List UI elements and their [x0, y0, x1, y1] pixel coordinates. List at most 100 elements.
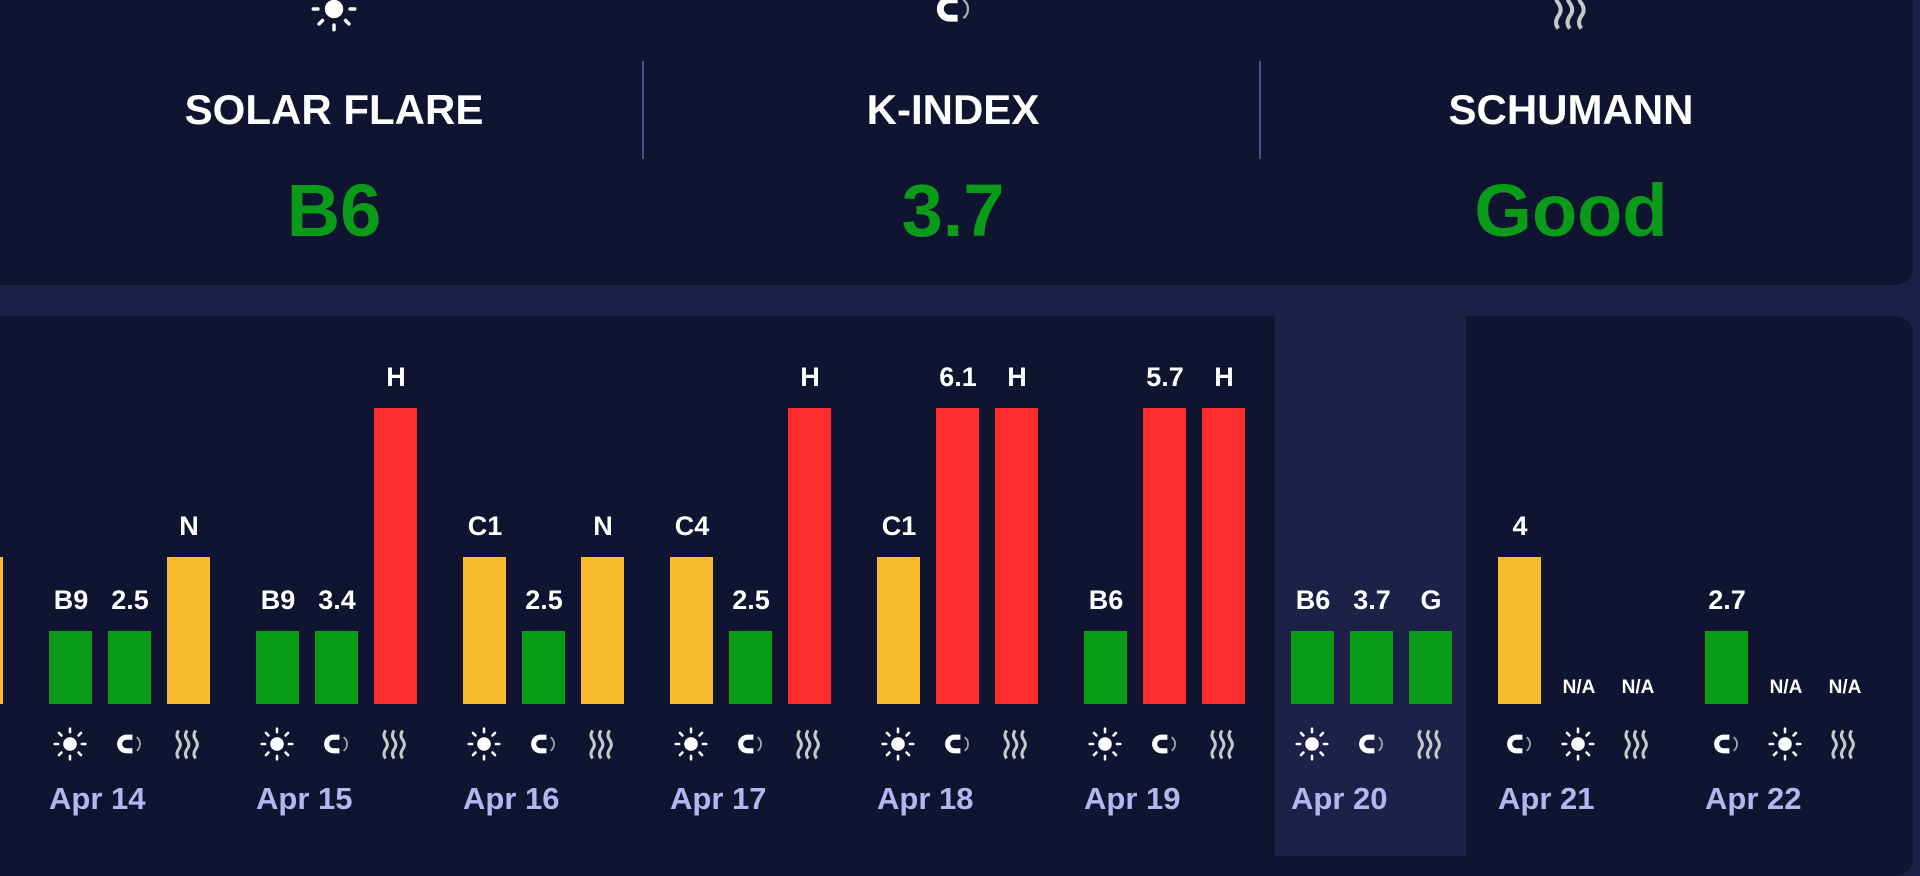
sun-icon — [1295, 727, 1329, 761]
day-date-label: Apr 18 — [877, 781, 974, 816]
k-index-bar — [108, 631, 151, 704]
sun-icon — [1088, 727, 1122, 761]
sun-icon — [1561, 727, 1595, 761]
schumann-bar — [374, 408, 417, 704]
solar-flare-value: C1 — [881, 511, 917, 541]
k-index-value: 2.5 — [525, 585, 563, 615]
schumann-value: N — [179, 511, 199, 541]
sun-icon — [881, 727, 915, 761]
magnet-icon — [319, 727, 353, 761]
day-date-label: Apr 20 — [1291, 781, 1388, 816]
stat-title: SCHUMANN — [1448, 86, 1694, 133]
k-index-bar — [936, 408, 979, 704]
current-conditions-card — [0, 0, 1913, 285]
solar-flare-bar — [670, 557, 713, 704]
magnet-icon — [1709, 727, 1743, 761]
solar-flare-bar — [1084, 631, 1127, 704]
schumann-value: H — [800, 362, 820, 392]
magnet-icon — [1147, 727, 1181, 761]
schumann-bar — [1409, 631, 1452, 704]
solar-flare-value: B9 — [53, 585, 89, 615]
schumann-bar — [788, 408, 831, 704]
waves-icon — [378, 727, 412, 761]
schumann-bar — [0, 557, 3, 704]
day-date-label: Apr 19 — [1084, 781, 1181, 816]
sun-icon — [53, 727, 87, 761]
k-index-value: 2.7 — [1708, 585, 1746, 615]
schumann-value: H — [1007, 362, 1027, 392]
k-index-bar — [1705, 631, 1748, 704]
stat-value: Good — [1474, 169, 1668, 252]
solar-flare-bar — [49, 631, 92, 704]
waves-icon — [1206, 727, 1240, 761]
schumann-value: H — [1214, 362, 1234, 392]
schumann-bar — [995, 408, 1038, 704]
magnet-icon — [930, 0, 976, 32]
sun-icon — [1768, 727, 1802, 761]
schumann-value: G — [1420, 585, 1442, 615]
solar-flare-bar — [1291, 631, 1334, 704]
stat-value: B6 — [286, 169, 382, 252]
solar-flare-bar — [463, 557, 506, 704]
current-day-highlight — [1275, 316, 1466, 856]
waves-icon — [171, 727, 205, 761]
sun-icon — [467, 727, 501, 761]
day-date-label: Apr 22 — [1705, 781, 1802, 816]
k-index-bar — [1498, 557, 1541, 704]
magnet-icon — [526, 727, 560, 761]
k-index-bar — [522, 631, 565, 704]
k-index-bar — [315, 631, 358, 704]
waves-icon — [1413, 727, 1447, 761]
schumann-value: H — [386, 362, 406, 392]
magnet-icon — [112, 727, 146, 761]
day-date-label: Apr 17 — [670, 781, 767, 816]
waves-icon — [1827, 727, 1861, 761]
k-index-value: 3.4 — [318, 585, 356, 615]
waves-icon — [1620, 727, 1654, 761]
solar-flare-value: C1 — [467, 511, 503, 541]
solar-flare-bar — [877, 557, 920, 704]
stat-title: K-INDEX — [866, 86, 1040, 133]
stat-value: 3.7 — [901, 169, 1005, 252]
solar-flare-value: B6 — [1088, 585, 1124, 615]
k-index-value: 4 — [1512, 511, 1528, 541]
k-index-bar — [1143, 408, 1186, 704]
day-date-label: Apr 14 — [49, 781, 146, 816]
waves-icon — [1548, 0, 1594, 32]
k-index-value: 5.7 — [1146, 362, 1184, 392]
solar-flare-value: B6 — [1295, 585, 1331, 615]
waves-icon — [792, 727, 826, 761]
magnet-icon — [1502, 727, 1536, 761]
solar-flare-value: N/A — [1562, 677, 1596, 698]
sun-icon — [260, 727, 294, 761]
day-date-label: Apr 15 — [256, 781, 353, 816]
sun-icon — [674, 727, 708, 761]
waves-icon — [999, 727, 1033, 761]
solar-flare-value: C4 — [674, 511, 710, 541]
magnet-icon — [733, 727, 767, 761]
schumann-value: N — [593, 511, 613, 541]
k-index-bar — [1350, 631, 1393, 704]
k-index-value: 2.5 — [732, 585, 770, 615]
stat-title: SOLAR FLARE — [184, 86, 484, 133]
schumann-value: N/A — [1828, 677, 1862, 698]
divider — [1259, 61, 1261, 159]
solar-flare-value: N/A — [1769, 677, 1803, 698]
schumann-value: N/A — [1621, 677, 1655, 698]
k-index-bar — [729, 631, 772, 704]
magnet-icon — [1354, 727, 1388, 761]
k-index-value: 3.7 — [1353, 585, 1391, 615]
day-date-label: Apr 16 — [463, 781, 560, 816]
solar-flare-bar — [256, 631, 299, 704]
k-index-value: 2.5 — [111, 585, 149, 615]
schumann-bar — [167, 557, 210, 704]
divider — [642, 61, 644, 159]
solar-flare-value: B9 — [260, 585, 296, 615]
k-index-value: 6.1 — [939, 362, 977, 392]
schumann-bar — [581, 557, 624, 704]
magnet-icon — [940, 727, 974, 761]
schumann-bar — [1202, 408, 1245, 704]
waves-icon — [585, 727, 619, 761]
sun-icon — [311, 0, 357, 32]
day-date-label: Apr 21 — [1498, 781, 1595, 816]
